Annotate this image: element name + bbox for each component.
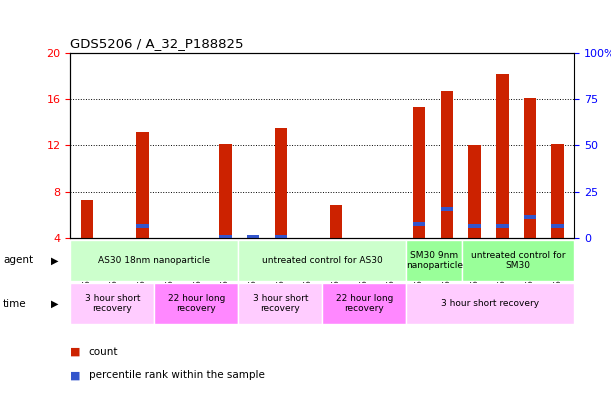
Text: untreated control for AS30: untreated control for AS30 <box>262 256 382 265</box>
Bar <box>70 240 238 281</box>
Bar <box>413 222 425 226</box>
Text: AS30 18nm nanoparticle: AS30 18nm nanoparticle <box>98 256 210 265</box>
Bar <box>274 128 287 238</box>
Bar <box>524 98 536 238</box>
Text: 3 hour short
recovery: 3 hour short recovery <box>84 294 140 313</box>
Text: 3 hour short recovery: 3 hour short recovery <box>441 299 540 308</box>
Text: GDS5206 / A_32_P188825: GDS5206 / A_32_P188825 <box>70 37 244 50</box>
Bar <box>330 206 342 238</box>
Text: ■: ■ <box>70 347 81 357</box>
Bar <box>469 145 481 238</box>
Text: percentile rank within the sample: percentile rank within the sample <box>89 370 265 380</box>
Bar <box>469 224 481 228</box>
Bar <box>413 107 425 238</box>
Text: 22 hour long
recovery: 22 hour long recovery <box>335 294 393 313</box>
Text: 3 hour short
recovery: 3 hour short recovery <box>252 294 308 313</box>
Text: untreated control for
SM30: untreated control for SM30 <box>471 251 566 270</box>
Text: ▶: ▶ <box>51 255 58 265</box>
Bar <box>496 224 508 228</box>
Bar <box>81 200 93 238</box>
Bar <box>552 224 564 228</box>
Text: SM30 9nm
nanoparticle: SM30 9nm nanoparticle <box>406 251 463 270</box>
Bar <box>524 215 536 219</box>
Bar <box>274 235 287 239</box>
Bar <box>136 224 148 228</box>
Bar <box>219 144 232 238</box>
Bar <box>406 283 574 324</box>
Bar <box>441 91 453 238</box>
Bar <box>463 240 574 281</box>
Text: ▶: ▶ <box>51 299 58 309</box>
Bar <box>238 283 323 324</box>
Bar <box>441 207 453 211</box>
Text: count: count <box>89 347 118 357</box>
Text: time: time <box>3 299 27 309</box>
Bar <box>552 144 564 238</box>
Bar <box>219 235 232 239</box>
Text: agent: agent <box>3 255 33 265</box>
Bar <box>154 283 238 324</box>
Bar <box>406 240 463 281</box>
Text: ■: ■ <box>70 370 81 380</box>
Bar <box>247 235 259 239</box>
Bar <box>323 283 406 324</box>
Bar <box>70 283 154 324</box>
Bar <box>136 132 148 238</box>
Bar <box>238 240 406 281</box>
Text: 22 hour long
recovery: 22 hour long recovery <box>167 294 225 313</box>
Bar <box>496 74 508 238</box>
